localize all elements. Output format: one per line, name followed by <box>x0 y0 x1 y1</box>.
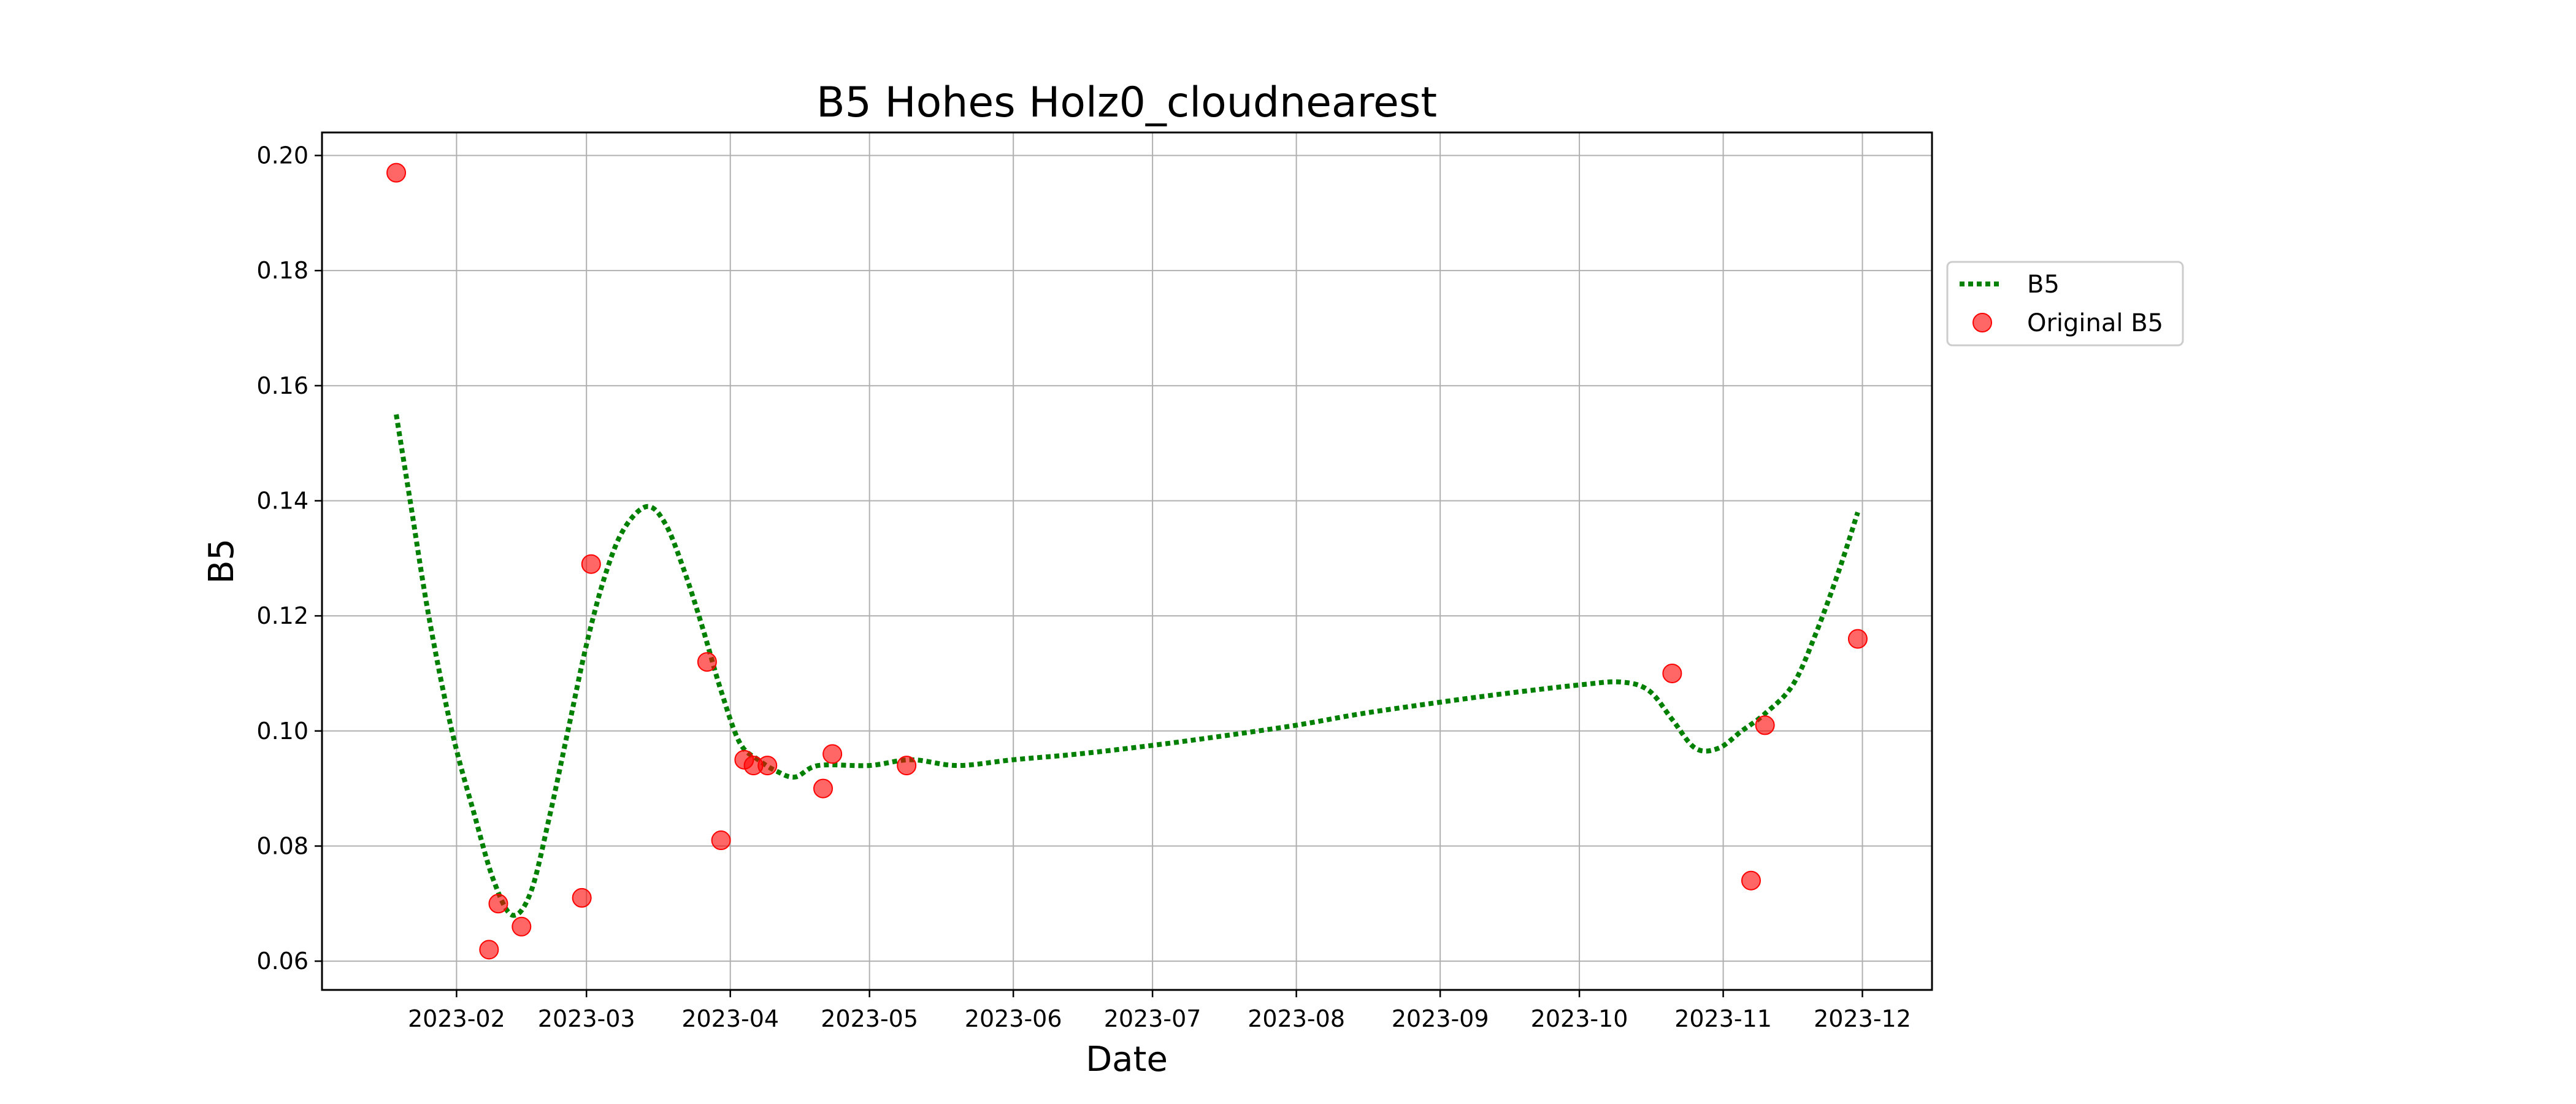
axis-ticks: 2023-02 2023-03 2023-04 2023-05 2023-06 2023-… <box>256 142 1911 1032</box>
plot-area-frame <box>321 131 1933 991</box>
legend: B5 Original B5 <box>1946 261 2184 347</box>
x-tick-label: 2023-05 <box>821 1005 918 1032</box>
x-tick-label: 2023-04 <box>681 1005 779 1032</box>
x-tick-label: 2023-06 <box>965 1005 1062 1032</box>
scatter-point-original-b5 <box>386 163 407 183</box>
scatter-point-original-b5 <box>1755 715 1775 735</box>
scatter-point-original-b5 <box>822 744 843 764</box>
plot-data <box>386 163 1868 960</box>
scatter-point-original-b5 <box>1662 663 1682 683</box>
y-axis-label: B5 <box>202 539 242 584</box>
y-tick-label: 0.16 <box>256 372 309 399</box>
scatter-point-original-b5 <box>697 652 717 672</box>
scatter-point-original-b5 <box>581 554 601 574</box>
x-tick-label: 2023-12 <box>1814 1005 1911 1032</box>
y-tick-label: 0.18 <box>256 257 309 284</box>
grid <box>322 132 1932 990</box>
scatter-point-original-b5 <box>711 830 731 851</box>
scatter-point-original-b5 <box>1847 629 1868 649</box>
x-tick-label: 2023-03 <box>538 1005 635 1032</box>
x-axis-label: Date <box>1086 1040 1168 1079</box>
scatter-point-original-b5 <box>757 756 778 776</box>
series-line-b5 <box>394 414 1860 918</box>
x-tick-label: 2023-09 <box>1392 1005 1489 1032</box>
x-tick-label: 2023-08 <box>1248 1005 1345 1032</box>
y-tick-label: 0.12 <box>256 602 309 629</box>
y-tick-label: 0.06 <box>256 948 309 975</box>
x-tick-label: 2023-07 <box>1104 1005 1202 1032</box>
y-tick-label: 0.20 <box>256 142 309 169</box>
y-tick-label: 0.14 <box>256 487 309 514</box>
chart-title: B5 Hohes Holz0_cloudnearest <box>816 79 1437 127</box>
scatter-point-original-b5 <box>897 756 917 776</box>
scatter-point-original-b5 <box>813 778 834 799</box>
y-tick-label: 0.10 <box>256 718 309 745</box>
x-tick-label: 2023-02 <box>408 1005 505 1032</box>
legend-label-original-b5: Original B5 <box>2027 309 2163 337</box>
scatter-point-original-b5 <box>488 894 508 914</box>
legend-label-b5: B5 <box>2027 270 2060 299</box>
scatter-point-original-b5 <box>572 887 592 908</box>
scatter-point-original-b5 <box>512 916 532 937</box>
scatter-point-original-b5 <box>479 940 499 960</box>
x-tick-label: 2023-10 <box>1531 1005 1628 1032</box>
scatter-point-original-b5 <box>1741 870 1761 891</box>
legend-marker-swatch <box>1972 313 1992 332</box>
x-tick-label: 2023-11 <box>1674 1005 1772 1032</box>
legend-box <box>1946 261 2184 347</box>
y-tick-label: 0.08 <box>256 832 309 859</box>
